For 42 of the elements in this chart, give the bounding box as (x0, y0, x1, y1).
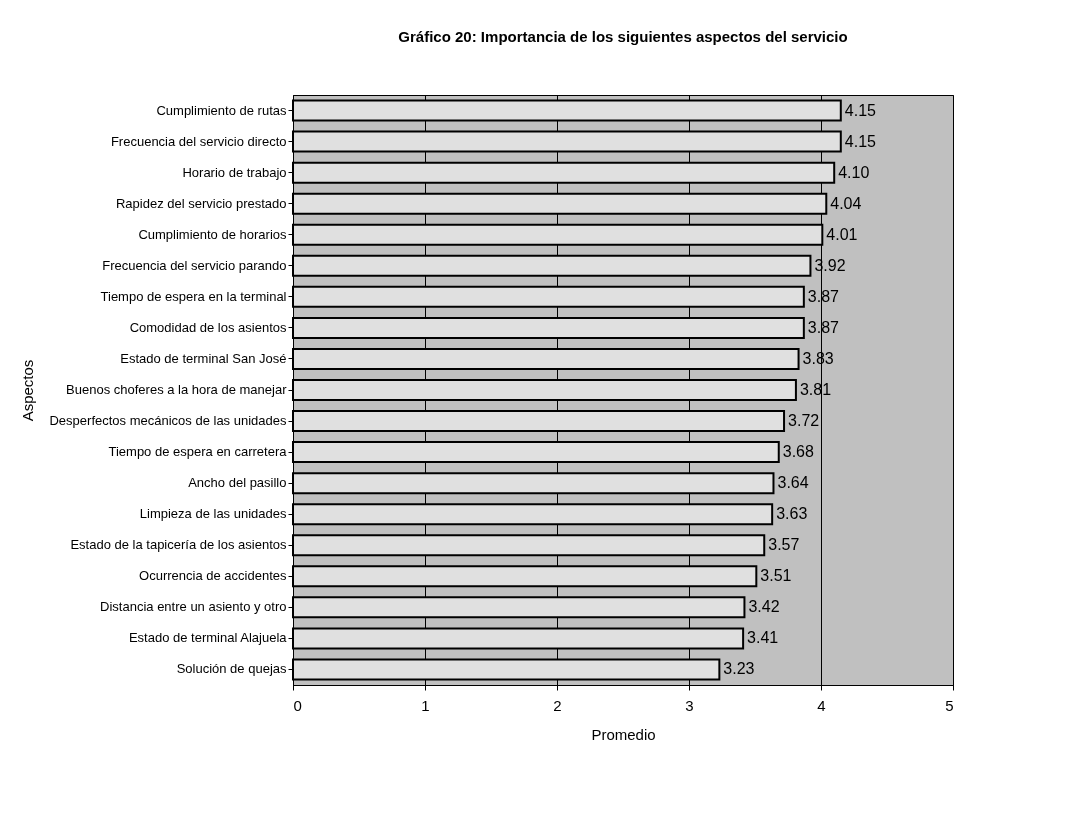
data-label: 3.72 (788, 412, 820, 430)
y-tick-label: Horario de trabajo (182, 164, 287, 180)
x-tick-label: 3 (685, 696, 694, 714)
y-tick-label: Cumplimiento de horarios (138, 226, 287, 242)
y-tick-label: Comodidad de los asientos (129, 319, 287, 335)
y-tick-label: Ocurrencia de accidentes (139, 568, 287, 584)
chart-title: Gráfico 20: Importancia de los siguientes aspectos del servicio (398, 28, 848, 45)
y-axis-title: Aspectos (18, 359, 36, 422)
data-label: 3.41 (747, 629, 779, 647)
y-tick-label: Ancho del pasillo (188, 475, 287, 491)
data-label: 3.57 (768, 536, 800, 554)
y-tick-label: Estado de terminal San José (120, 350, 287, 366)
y-tick-label: Estado de terminal Alajuela (128, 630, 288, 646)
y-tick-label: Frecuencia del servicio parando (102, 257, 287, 273)
data-label: 3.68 (782, 443, 814, 461)
data-label: 3.51 (760, 567, 792, 585)
data-label: 4.15 (844, 101, 877, 119)
data-label: 3.63 (776, 505, 808, 523)
y-tick-label: Tiempo de espera en carretera (108, 444, 288, 460)
y-tick-label: Frecuencia del servicio directo (110, 133, 287, 149)
x-axis-title: Promedio (591, 725, 656, 743)
y-tick-label: Limpieza de las unidades (139, 506, 287, 522)
data-label: 4.15 (844, 132, 877, 150)
x-tick-label: 4 (817, 696, 826, 714)
data-label: 3.23 (723, 660, 755, 678)
x-tick-label: 1 (421, 696, 430, 714)
y-tick-label: Rapidez del servicio prestado (115, 195, 287, 211)
y-tick-label: Estado de la tapicería de los asientos (70, 537, 287, 553)
y-tick-label: Desperfectos mecánicos de las unidades (49, 413, 287, 429)
data-label: 3.64 (777, 474, 809, 492)
x-tick-label: 0 (293, 696, 302, 714)
data-label: 4.01 (826, 225, 858, 243)
y-tick-label: Distancia entre un asiento y otro (100, 599, 287, 615)
data-label: 3.42 (748, 598, 780, 616)
data-label: 4.04 (830, 194, 862, 212)
data-label: 4.10 (838, 163, 870, 181)
x-tick-label: 2 (553, 696, 562, 714)
y-tick-label: Tiempo de espera en la terminal (100, 288, 287, 304)
y-tick-label: Cumplimiento de rutas (156, 102, 287, 118)
y-tick-label: Buenos choferes a la hora de manejar (66, 382, 288, 397)
x-tick-label: 5 (945, 696, 954, 714)
y-tick-label: Solución de quejas (176, 661, 287, 677)
